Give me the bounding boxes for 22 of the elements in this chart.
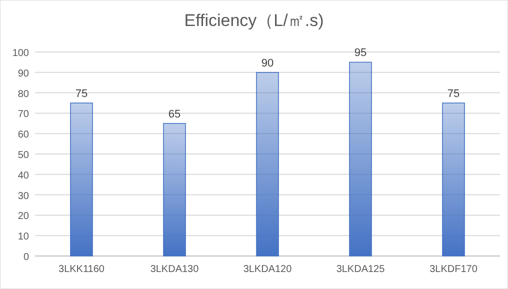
data-label: 75: [447, 88, 460, 100]
x-tick-label: 3LKK1160: [58, 264, 105, 275]
y-tick-label: 30: [18, 190, 30, 202]
x-tick-label: 3LKDA125: [336, 264, 386, 275]
y-tick-label: 70: [18, 109, 30, 120]
y-tick-label: 80: [18, 88, 30, 100]
y-tick-label: 60: [18, 130, 30, 141]
data-label: 75: [75, 88, 88, 100]
y-tick-label: 50: [18, 150, 30, 161]
data-label: 90: [261, 57, 274, 70]
y-tick-label: 90: [18, 68, 30, 80]
x-tick-label: 3LKDF170: [430, 264, 478, 275]
y-tick-label: 10: [18, 232, 30, 243]
data-label: 95: [354, 47, 367, 60]
title: Efficiency（L/㎡.s): [184, 11, 324, 30]
data-label: 65: [168, 108, 181, 120]
x-tick-label: 3LKDA120: [243, 264, 292, 275]
y-tick-label: 20: [18, 211, 30, 222]
y-tick-label: 0: [23, 252, 30, 263]
x-tick-label: 3LKDA130: [150, 264, 200, 275]
y-tick-label: 100: [12, 48, 30, 59]
y-tick-label: 40: [18, 170, 30, 182]
